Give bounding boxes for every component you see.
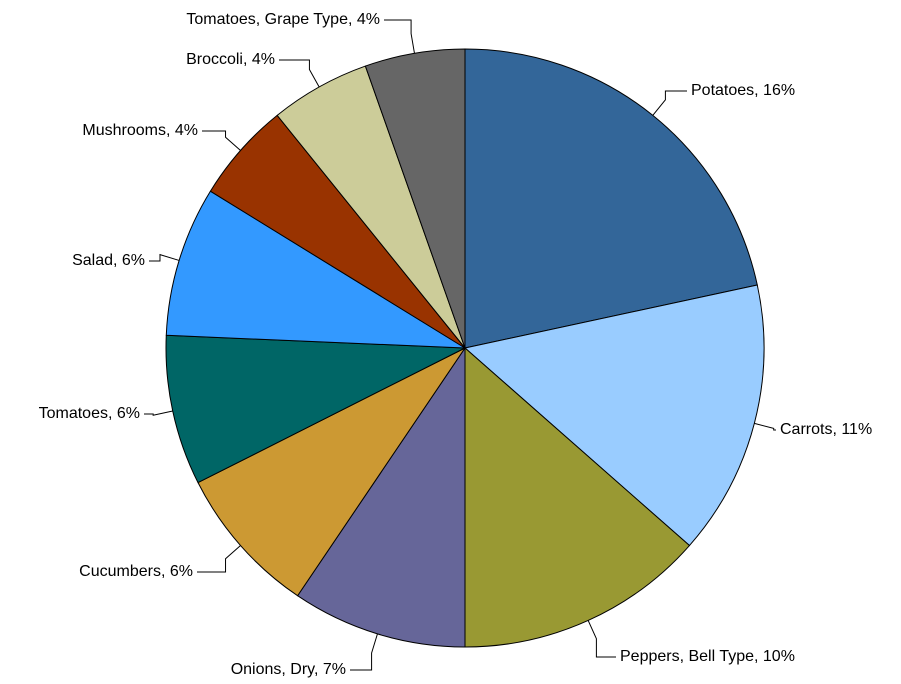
- pie-slice-tomatoes: [165, 334, 466, 484]
- leader-line-carrots: [754, 422, 776, 431]
- leader-line-tomatoes-grape-type: [384, 19, 415, 54]
- slice-label-mushrooms: Mushrooms, 4%: [82, 122, 198, 139]
- slice-label-tomatoes-grape-type: Tomatoes, Grape Type, 4%: [186, 11, 380, 28]
- pie-slice-onions-dry: [297, 347, 466, 648]
- leader-line-cucumbers: [197, 545, 241, 573]
- slice-label-potatoes: Potatoes, 16%: [691, 82, 795, 99]
- slice-label-peppers-bell-type: Peppers, Bell Type, 10%: [620, 648, 795, 665]
- label-leader-lines: [144, 19, 776, 671]
- pie-slice-salad: [165, 190, 466, 349]
- pie-slices: [165, 48, 765, 648]
- leader-line-potatoes: [652, 90, 687, 116]
- leader-line-peppers-bell-type: [587, 620, 616, 658]
- slice-label-cucumbers: Cucumbers, 6%: [79, 563, 193, 580]
- leader-line-salad: [149, 253, 180, 262]
- slice-label-salad: Salad, 6%: [72, 252, 145, 269]
- slice-label-broccoli: Broccoli, 4%: [186, 51, 275, 68]
- slice-label-carrots: Carrots, 11%: [780, 421, 872, 438]
- leader-line-onions-dry: [350, 633, 378, 671]
- pie-slice-cucumbers: [197, 347, 466, 597]
- leader-line-mushrooms: [202, 130, 241, 151]
- leader-line-broccoli: [279, 59, 320, 88]
- slice-labels: Potatoes, 16% Carrots, 11% Peppers, Bell T…: [39, 11, 873, 678]
- leader-line-tomatoes: [144, 410, 173, 416]
- pie-slice-potatoes: [464, 48, 758, 349]
- slice-label-onions-dry: Onions, Dry, 7%: [231, 661, 346, 678]
- slice-label-tomatoes: Tomatoes, 6%: [39, 405, 140, 422]
